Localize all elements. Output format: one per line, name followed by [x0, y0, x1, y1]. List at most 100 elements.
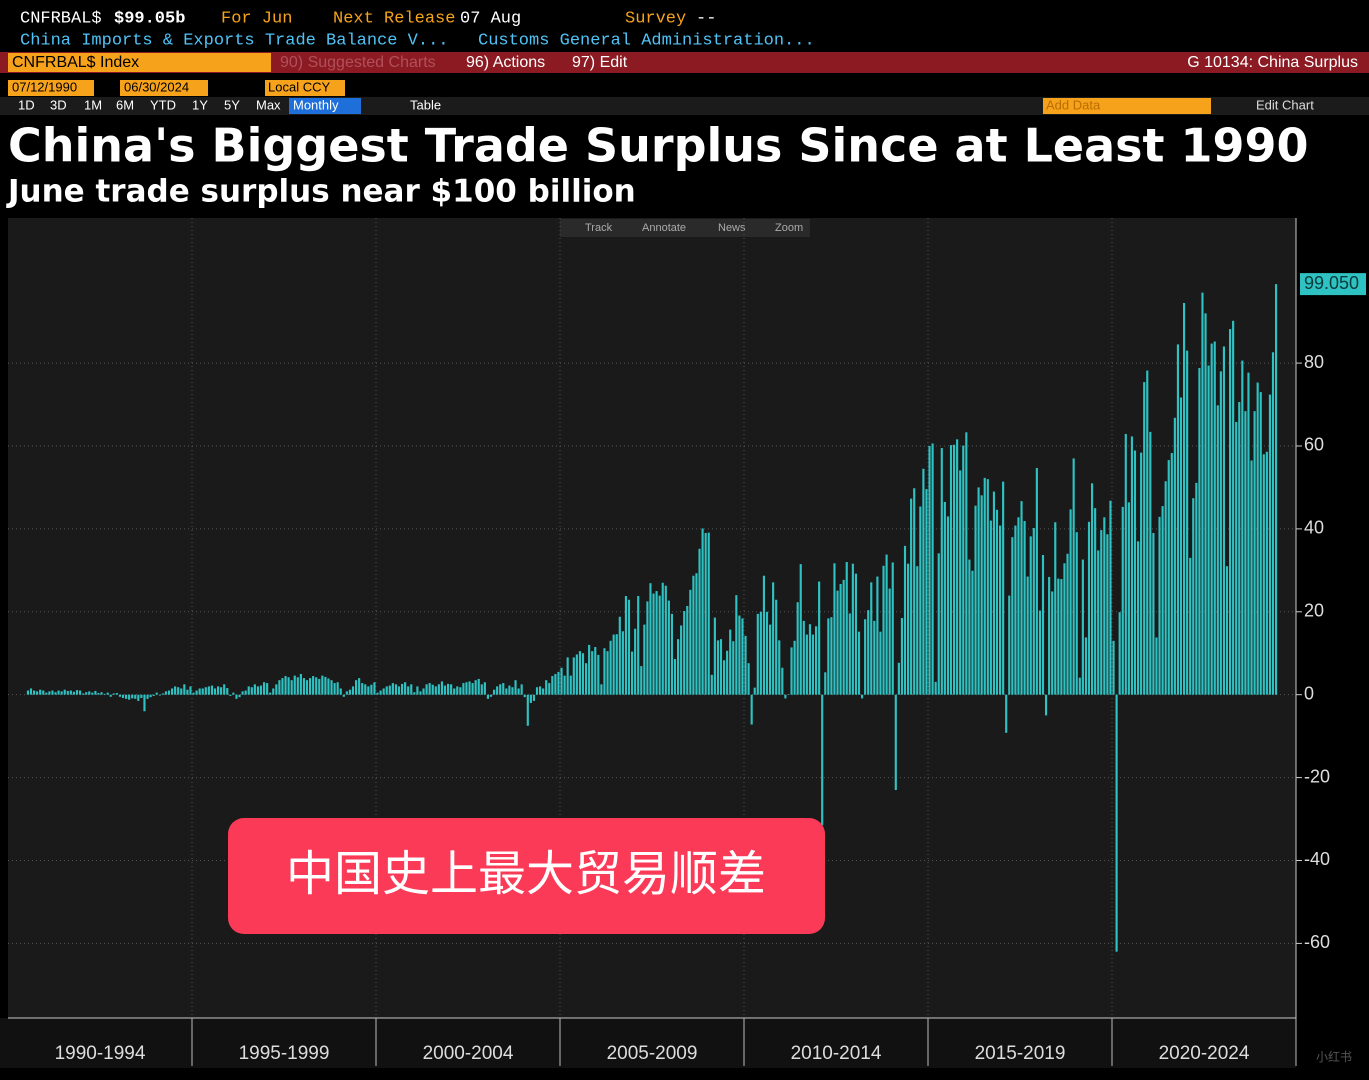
bar — [394, 684, 398, 695]
bar — [1167, 460, 1170, 695]
bar — [735, 595, 738, 695]
bar — [220, 687, 223, 695]
bar — [440, 681, 444, 695]
bar — [833, 563, 836, 695]
watermark: 小红书 — [1316, 1049, 1352, 1064]
range-button[interactable]: Max — [256, 97, 281, 112]
security-field[interactable] — [8, 53, 271, 72]
bar — [646, 601, 649, 695]
bar — [790, 647, 793, 695]
chart-tool[interactable]: Zoom — [775, 222, 803, 234]
next-release: 07 Aug — [460, 9, 521, 28]
bar — [643, 624, 646, 695]
bar — [523, 694, 526, 698]
bar — [925, 489, 928, 695]
bar — [1097, 550, 1100, 695]
y-tick-label: 60 — [1304, 435, 1324, 455]
bar — [428, 683, 431, 695]
end-date-field[interactable] — [120, 80, 208, 96]
source: Customs General Administration... — [478, 31, 815, 50]
start-date-field[interactable] — [8, 80, 94, 96]
bar — [980, 495, 983, 695]
chart-tool[interactable]: News — [718, 222, 746, 234]
range-button[interactable]: 5Y — [224, 97, 240, 112]
bar — [876, 576, 879, 695]
bar — [1192, 498, 1195, 695]
chart-tool[interactable]: Annotate — [642, 222, 686, 234]
bar — [42, 690, 45, 695]
bar — [894, 694, 897, 791]
range-button[interactable]: 6M — [116, 97, 134, 112]
bar — [1268, 394, 1272, 695]
bar — [962, 445, 965, 695]
bar — [94, 690, 97, 695]
bar — [1207, 365, 1210, 695]
suggested-charts[interactable]: 90) Suggested Charts — [280, 54, 436, 71]
bar — [499, 684, 502, 695]
chart-tool[interactable]: Track — [585, 222, 613, 234]
bar — [26, 690, 30, 695]
period: For Jun — [221, 9, 292, 28]
bar — [1176, 344, 1180, 695]
bar — [1069, 509, 1072, 695]
chart-name[interactable]: G 10134: China Surplus — [1187, 54, 1358, 71]
bar — [382, 688, 385, 695]
bar — [54, 692, 57, 695]
bar — [575, 654, 578, 695]
last-value-box — [1300, 273, 1366, 296]
bar — [351, 686, 355, 695]
bar — [1133, 450, 1137, 695]
bar — [713, 617, 716, 695]
bar — [879, 631, 882, 695]
bar — [1103, 517, 1106, 695]
bar — [845, 562, 848, 695]
range-button[interactable]: 1M — [84, 97, 102, 112]
range-button[interactable]: 3D — [50, 97, 67, 112]
bar — [1112, 640, 1115, 695]
bar — [379, 690, 382, 695]
bar — [821, 694, 824, 826]
range-button[interactable]: YTD — [150, 97, 176, 112]
bar — [118, 694, 122, 697]
bar — [765, 611, 769, 695]
bar — [1002, 481, 1005, 695]
bar — [968, 559, 971, 695]
bar — [1140, 452, 1143, 695]
currency-field[interactable] — [265, 80, 345, 96]
bar — [971, 570, 974, 695]
range-button[interactable]: 1Y — [192, 97, 208, 112]
bar — [431, 684, 434, 695]
add-data-field[interactable] — [1043, 98, 1211, 114]
bar — [805, 634, 808, 695]
bar — [407, 686, 410, 695]
bar — [775, 599, 778, 695]
bar — [1081, 559, 1084, 695]
bar — [1253, 411, 1256, 695]
actions-menu[interactable]: 96) Actions — [466, 54, 545, 71]
edit-chart[interactable]: Edit Chart — [1256, 97, 1314, 112]
bar — [965, 432, 968, 695]
range-button[interactable]: 1D — [18, 97, 35, 112]
bar — [60, 691, 63, 695]
bar — [364, 684, 367, 695]
bar — [526, 694, 529, 726]
bar — [811, 634, 815, 695]
bar — [1041, 554, 1045, 695]
bar — [465, 682, 468, 695]
bar — [597, 654, 600, 695]
bar — [778, 640, 781, 695]
bar — [959, 470, 962, 695]
bar — [391, 683, 394, 695]
bar — [149, 694, 152, 698]
bar — [72, 691, 76, 695]
bar — [1241, 360, 1244, 695]
bar — [931, 443, 934, 695]
bar — [103, 693, 106, 695]
bar — [839, 584, 842, 695]
frequency-button[interactable] — [289, 98, 361, 114]
bar — [446, 683, 450, 695]
bar — [594, 647, 597, 695]
bar — [1232, 320, 1235, 695]
edit-menu[interactable]: 97) Edit — [572, 54, 628, 71]
table-button[interactable]: Table — [410, 97, 441, 112]
